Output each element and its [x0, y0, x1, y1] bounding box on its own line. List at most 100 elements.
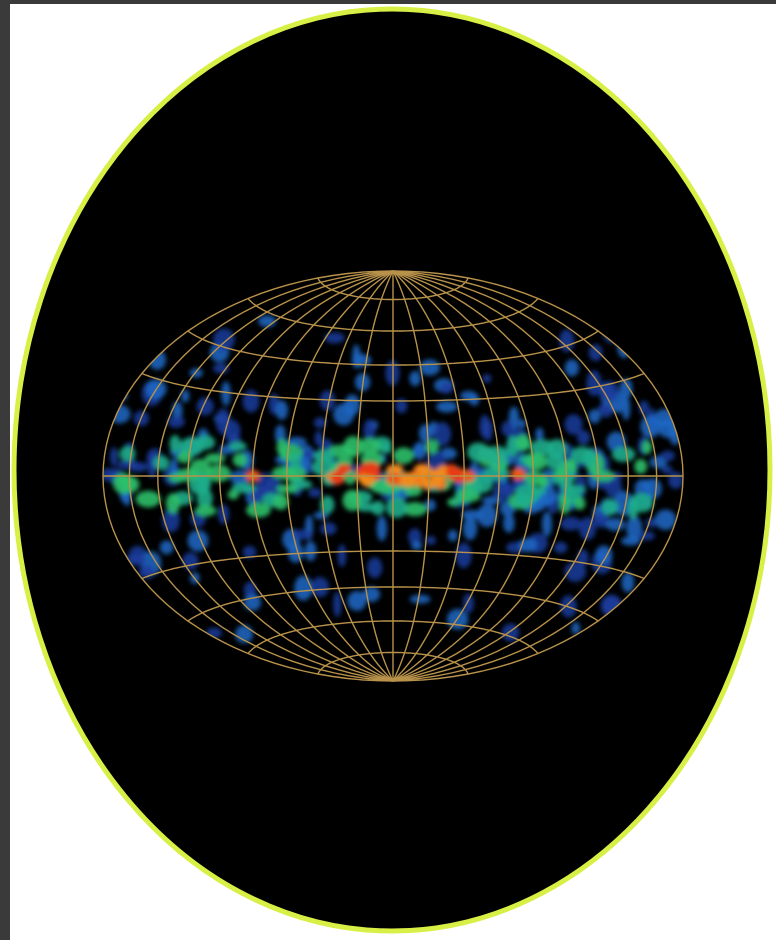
cyan-blob — [612, 447, 635, 462]
coordinate-grid — [103, 271, 683, 681]
blue-blob — [324, 332, 345, 343]
cyan-blob — [233, 453, 248, 467]
cyan-blob — [642, 440, 652, 454]
blue-blob — [182, 552, 198, 570]
cyan-blob — [136, 491, 161, 508]
blue-blob — [110, 447, 118, 466]
blue-blob — [463, 517, 477, 541]
cyan-blob — [380, 444, 392, 454]
blue-blob — [448, 530, 458, 542]
bright-blob — [404, 472, 422, 481]
blue-blob — [655, 510, 676, 530]
blue-blob — [221, 381, 230, 405]
blue-blob — [535, 428, 543, 441]
cyan-blob — [634, 459, 647, 474]
cyan-blob — [486, 446, 509, 465]
blue-blob — [560, 517, 581, 531]
cyan-blob — [447, 498, 459, 507]
blue-blob — [258, 315, 276, 327]
cyan-blob — [574, 497, 585, 510]
blue-blob — [622, 572, 635, 592]
blue-blob — [410, 595, 431, 604]
blue-blob — [413, 442, 427, 460]
blue-blob — [668, 472, 683, 489]
blue-blob — [479, 415, 490, 438]
cyan-blob — [342, 490, 361, 511]
left-border — [0, 0, 10, 940]
cyan-blob — [393, 447, 414, 464]
cyan-blob — [273, 494, 289, 510]
blue-blob — [621, 536, 641, 545]
cyan-blob — [467, 443, 489, 462]
page: (() => { const data = JSON.parse(documen… — [0, 0, 776, 940]
bright-blob — [331, 471, 344, 485]
cyan-blob — [515, 434, 530, 450]
cyan-blob — [343, 436, 363, 457]
cyan-blob — [153, 456, 169, 470]
cyan-blob — [246, 503, 271, 518]
bright-blob — [431, 472, 443, 488]
cyan-blob — [197, 477, 210, 495]
cyan-blob — [561, 482, 574, 492]
blue-blob — [308, 488, 322, 497]
blue-blob — [436, 401, 457, 413]
cyan-blob — [205, 453, 226, 463]
blue-blob — [565, 359, 579, 376]
blue-blob — [243, 390, 260, 413]
blue-blob — [320, 522, 337, 535]
cyan-blob — [228, 490, 239, 500]
cyan-blob — [169, 435, 180, 452]
blue-blob — [579, 517, 596, 540]
blue-blob — [276, 400, 288, 419]
blue-blob — [294, 575, 312, 600]
blue-blob — [518, 419, 526, 428]
cyan-blob — [313, 450, 335, 462]
blue-blob — [638, 531, 655, 540]
cyan-blob — [386, 497, 407, 518]
sky-map-image — [0, 0, 776, 940]
blue-blob — [377, 516, 387, 541]
blue-blob — [660, 451, 675, 462]
blue-blob — [292, 529, 313, 539]
cyan-blob — [571, 447, 593, 464]
blue-blob — [554, 542, 568, 554]
blue-blob — [411, 541, 422, 550]
bright-blob — [360, 462, 380, 476]
blue-blob — [482, 374, 491, 383]
cyan-blob — [525, 453, 547, 471]
cyan-blob — [120, 446, 136, 461]
bright-blob — [511, 468, 525, 480]
cyan-blob — [195, 505, 216, 517]
cyan-blob — [546, 453, 566, 470]
cyan-blob — [458, 491, 481, 502]
blue-blob — [419, 424, 432, 442]
cyan-blob — [177, 451, 193, 463]
blue-blob — [559, 329, 574, 352]
blue-blob — [589, 344, 603, 361]
blue-blob — [409, 371, 420, 386]
cyan-blob — [514, 494, 530, 507]
blue-blob — [440, 382, 454, 393]
blue-blob — [197, 397, 214, 415]
blue-blob — [305, 541, 317, 561]
blue-blob — [503, 514, 515, 533]
cyan-blob — [166, 493, 180, 513]
blue-blob — [501, 421, 513, 436]
top-border — [0, 0, 776, 4]
cyan-blob — [272, 466, 297, 480]
blue-blob — [463, 594, 474, 614]
blue-blob — [588, 409, 600, 423]
cyan-blob — [601, 499, 618, 515]
blue-blob — [577, 430, 590, 445]
blue-blob — [333, 403, 354, 425]
cyan-blob — [196, 435, 215, 450]
cyan-blob — [628, 498, 638, 519]
blue-blob — [542, 512, 552, 537]
bright-blob — [386, 464, 403, 474]
cyan-blob — [537, 475, 549, 488]
blue-blob — [497, 483, 516, 495]
blue-blob — [461, 510, 482, 520]
blue-blob — [338, 544, 347, 567]
blue-blob — [622, 396, 630, 420]
cyan-blob — [229, 442, 247, 451]
